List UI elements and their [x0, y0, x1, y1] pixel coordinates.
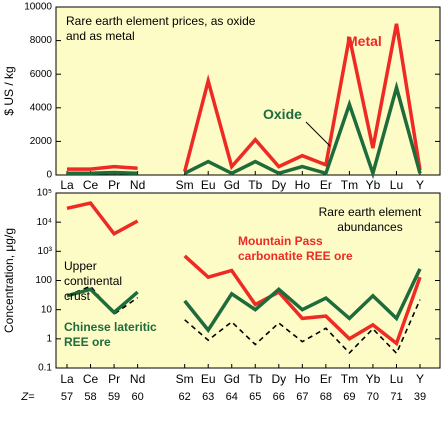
- z-label: Z=: [20, 391, 35, 403]
- atomic-number: 71: [390, 391, 402, 403]
- x-tick-label: Yb: [366, 372, 381, 386]
- x-tick-label: La: [60, 372, 74, 386]
- x-tick-label: Sm: [176, 372, 194, 386]
- x-tick-label: Ho: [295, 178, 311, 192]
- atomic-number: 66: [273, 391, 285, 403]
- x-tick-label: Gd: [224, 372, 240, 386]
- series-label: Chinese lateritic REE ore: [64, 320, 157, 349]
- x-tick-label: Sm: [176, 178, 194, 192]
- x-tick-label: Yb: [366, 178, 381, 192]
- x-tick-label: Dy: [271, 372, 286, 386]
- x-tick-label: La: [60, 178, 74, 192]
- x-tick-label: Eu: [201, 178, 216, 192]
- x-tick-label: Tb: [248, 372, 262, 386]
- series-line: [66, 201, 422, 347]
- series-label: Upper continental crust: [64, 259, 123, 303]
- atomic-number: 59: [108, 391, 120, 403]
- x-tick-label: Y: [416, 178, 424, 192]
- x-tick-label: Tm: [341, 178, 358, 192]
- atomic-number: 60: [131, 391, 143, 403]
- atomic-number: 39: [414, 391, 426, 403]
- atomic-number: 70: [367, 391, 379, 403]
- x-tick-label: Lu: [390, 372, 403, 386]
- y-tick-label: 1: [46, 333, 52, 344]
- x-tick-label: Ce: [83, 372, 99, 386]
- x-tick-label: Dy: [271, 178, 286, 192]
- series-line: [67, 23, 422, 173]
- y-tick-label: 10⁴: [37, 217, 52, 228]
- x-tick-label: Ce: [83, 178, 99, 192]
- atomic-number: 69: [343, 391, 355, 403]
- plot-area: [55, 192, 441, 369]
- atomic-number: 65: [249, 391, 261, 403]
- atomic-number: 67: [296, 391, 308, 403]
- x-tick-label: Pr: [108, 178, 120, 192]
- x-tick-label: Y: [416, 372, 424, 386]
- chart-title: Rare earth element abundances: [318, 205, 422, 234]
- x-tick-label: Gd: [224, 178, 240, 192]
- chart-title: Rare earth element prices, as oxide and …: [66, 14, 256, 43]
- atomic-number: 57: [61, 391, 73, 403]
- series-line: [67, 80, 422, 180]
- y-tick-label: 2000: [30, 136, 53, 147]
- y-tick-label: 0.1: [38, 363, 52, 374]
- series-label: Mountain Pass carbonatite REE ore: [238, 234, 353, 263]
- x-tick-label: Nd: [130, 372, 145, 386]
- atomic-number: 64: [226, 391, 238, 403]
- y-tick-label: 0: [46, 170, 52, 181]
- y-tick-label: 10⁵: [37, 188, 52, 199]
- atomic-number: 68: [320, 391, 332, 403]
- series-label: Oxide: [263, 106, 302, 122]
- x-tick-label: Tb: [248, 178, 262, 192]
- y-tick-label: 10³: [38, 246, 53, 257]
- x-tick-label: Er: [320, 178, 332, 192]
- y-tick-label: 4000: [30, 102, 53, 113]
- atomic-number: 58: [84, 391, 96, 403]
- x-tick-label: Lu: [390, 178, 403, 192]
- x-tick-label: Eu: [201, 372, 216, 386]
- x-tick-label: Pr: [108, 372, 120, 386]
- series-line: [66, 268, 422, 334]
- x-tick-label: Nd: [130, 178, 145, 192]
- y-tick-label: 6000: [30, 69, 53, 80]
- y-tick-label: 100: [35, 275, 52, 286]
- y-tick-label: 8000: [30, 35, 53, 46]
- x-tick-label: Tm: [341, 372, 358, 386]
- y-axis-title: $ US / kg: [2, 66, 16, 115]
- y-axis-title: Concentration, μg/g: [2, 228, 16, 333]
- x-tick-label: Ho: [295, 372, 311, 386]
- atomic-number: 63: [202, 391, 214, 403]
- y-tick-label: 10: [41, 304, 53, 315]
- x-tick-label: Er: [320, 372, 332, 386]
- leader-line: [305, 121, 331, 147]
- y-tick-label: 10000: [24, 2, 52, 13]
- atomic-number: 62: [179, 391, 191, 403]
- series-label: Metal: [346, 33, 382, 49]
